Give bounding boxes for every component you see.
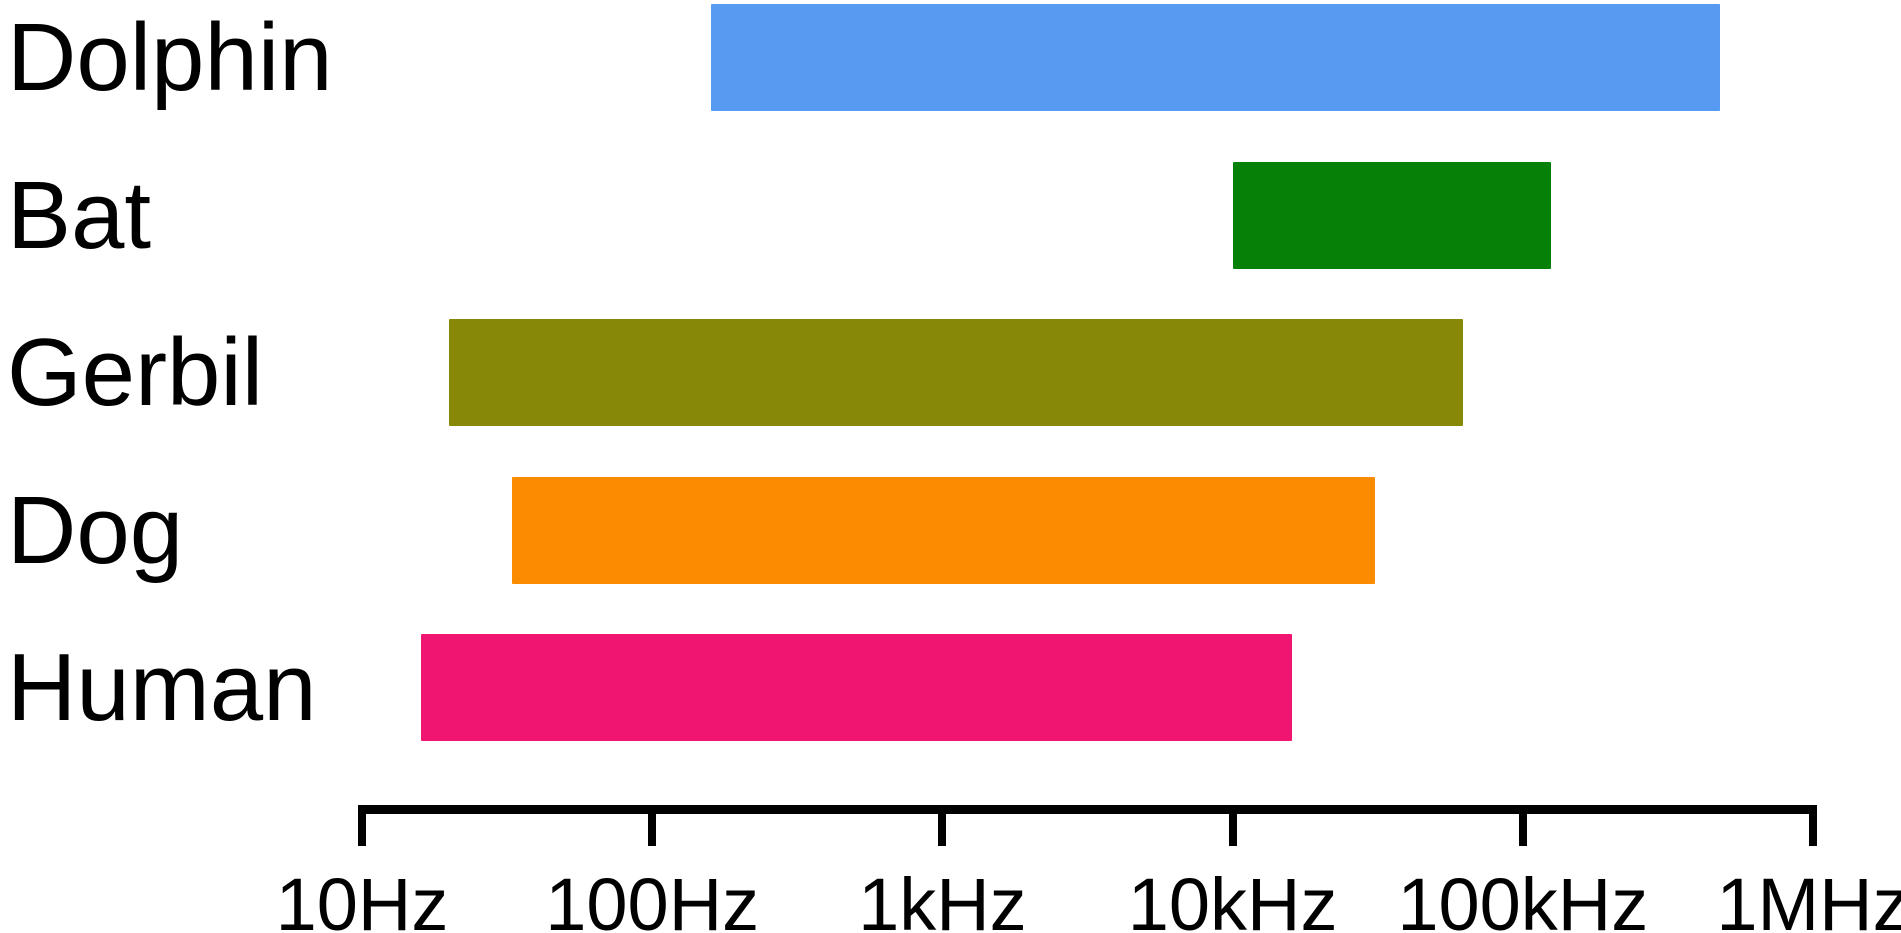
axis-tick-10hz [358,805,366,846]
species-label-bat: Bat [7,161,152,269]
species-label-dolphin: Dolphin [7,4,333,111]
axis-tick-label-100khz: 100kHz [1397,863,1649,933]
axis-tick-label-10khz: 10kHz [1127,863,1338,933]
range-bar-human [421,634,1292,741]
axis-tick-10khz [1228,805,1237,846]
species-label-dog: Dog [7,476,184,584]
range-bar-bat [1232,161,1551,269]
range-bar-dolphin [711,4,1721,111]
frequency-axis-line [358,805,1817,814]
axis-tick-100khz [1518,805,1527,846]
axis-tick-label-1khz: 1kHz [858,863,1027,933]
axis-tick-1mhz [1809,805,1817,846]
axis-tick-label-100hz: 100Hz [545,863,760,933]
range-bar-gerbil [449,319,1463,426]
range-bar-dog [512,476,1376,584]
species-label-human: Human [7,634,317,741]
species-label-gerbil: Gerbil [7,319,264,426]
axis-tick-100hz [648,805,657,846]
axis-tick-label-1mhz: 1MHz [1716,863,1901,933]
axis-tick-1khz [938,805,947,846]
axis-tick-label-10hz: 10Hz [275,863,449,933]
